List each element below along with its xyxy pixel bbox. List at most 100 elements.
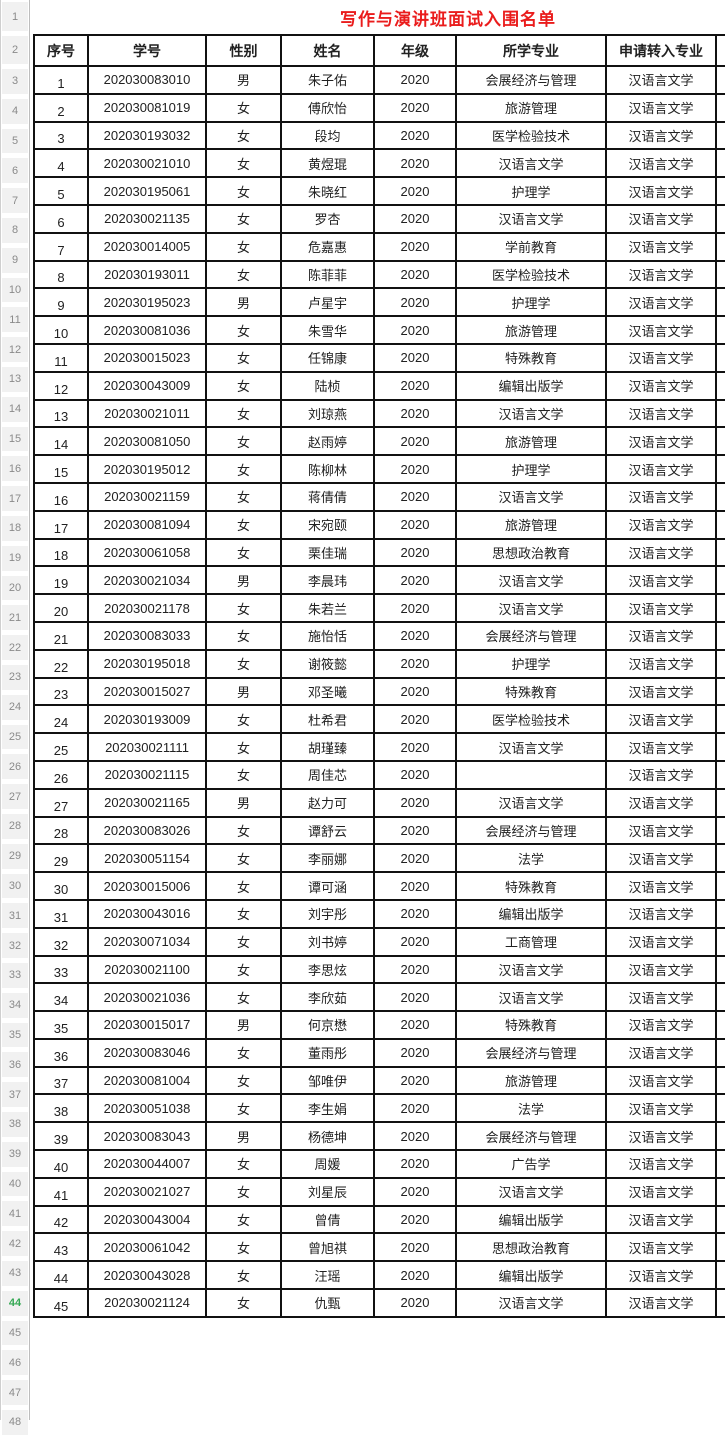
row-number[interactable]: 7	[2, 188, 28, 213]
cell[interactable]: 2020	[373, 982, 457, 1013]
cell[interactable]: 女	[205, 954, 282, 985]
cell[interactable]: 旅游管理	[455, 315, 607, 345]
cell[interactable]: 李丽娜	[280, 843, 375, 874]
cell[interactable]: 202030021011	[87, 398, 207, 429]
cell[interactable]: 汉语言文学	[605, 565, 717, 596]
row-number[interactable]: 47	[2, 1380, 28, 1405]
cell[interactable]: 23	[33, 676, 89, 707]
cell[interactable]: 202030021135	[87, 203, 207, 234]
cell[interactable]: 杨德坤	[280, 1121, 375, 1152]
cell[interactable]: 202030193011	[87, 259, 207, 290]
cell[interactable]: 李欣茹	[280, 982, 375, 1013]
column-header[interactable]	[715, 34, 725, 67]
cell[interactable]: 女	[205, 898, 282, 929]
row-number[interactable]: 21	[2, 605, 28, 631]
row-number[interactable]: 24	[2, 694, 28, 720]
cell[interactable]: 7	[33, 231, 89, 262]
cell[interactable]: 谭舒云	[280, 815, 375, 846]
cell[interactable]: 法学	[455, 1093, 607, 1124]
cell[interactable]	[715, 704, 725, 735]
row-number[interactable]: 8	[2, 218, 28, 243]
cell[interactable]	[715, 398, 725, 429]
cell[interactable]	[715, 676, 725, 707]
cell[interactable]: 汉语言文学	[605, 315, 717, 345]
cell[interactable]: 2020	[373, 509, 457, 540]
cell[interactable]: 汉语言文学	[605, 1176, 717, 1207]
cell[interactable]: 男	[205, 1010, 282, 1040]
cell[interactable]: 2020	[373, 676, 457, 707]
cell[interactable]: 朱雪华	[280, 315, 375, 345]
cell[interactable]	[715, 1037, 725, 1068]
row-number[interactable]: 10	[2, 277, 28, 303]
cell[interactable]	[715, 982, 725, 1013]
cell[interactable]: 女	[205, 1176, 282, 1207]
cell[interactable]: 女	[205, 92, 282, 123]
cell[interactable]: 汉语言文学	[605, 1093, 717, 1124]
cell[interactable]: 汉语言文学	[455, 398, 607, 429]
cell[interactable]	[715, 648, 725, 679]
cell[interactable]	[715, 732, 725, 762]
cell[interactable]: 邹唯伊	[280, 1065, 375, 1096]
row-number[interactable]: 12	[2, 337, 28, 362]
cell[interactable]	[715, 120, 725, 151]
row-number[interactable]: 41	[2, 1201, 28, 1227]
cell[interactable]: 18	[33, 537, 89, 568]
cell[interactable]: 旅游管理	[455, 426, 607, 457]
cell[interactable]: 汉语言文学	[455, 1176, 607, 1207]
cell[interactable]: 2020	[373, 259, 457, 290]
cell[interactable]: 202030071034	[87, 926, 207, 957]
cell[interactable]	[455, 759, 607, 790]
cell[interactable]	[715, 843, 725, 874]
cell[interactable]	[715, 1121, 725, 1152]
cell[interactable]: 2020	[373, 454, 457, 484]
cell[interactable]: 会展经济与管理	[455, 620, 607, 651]
cell[interactable]: 李晨玮	[280, 565, 375, 596]
cell[interactable]: 6	[33, 203, 89, 234]
cell[interactable]: 特殊教育	[455, 871, 607, 901]
cell[interactable]	[715, 65, 725, 95]
cell[interactable]: 汉语言文学	[605, 92, 717, 123]
row-number[interactable]: 35	[2, 1022, 28, 1048]
cell[interactable]: 202030021124	[87, 1288, 207, 1318]
cell[interactable]: 女	[205, 704, 282, 735]
cell[interactable]: 女	[205, 982, 282, 1013]
cell[interactable]: 202030193009	[87, 704, 207, 735]
cell[interactable]: 汉语言文学	[605, 787, 717, 818]
cell[interactable]: 汉语言文学	[605, 509, 717, 540]
cell[interactable]: 2020	[373, 148, 457, 179]
cell[interactable]: 汉语言文学	[455, 593, 607, 623]
cell[interactable]: 护理学	[455, 176, 607, 206]
cell[interactable]: 2020	[373, 1149, 457, 1179]
cell[interactable]: 202030043009	[87, 370, 207, 401]
cell[interactable]: 2020	[373, 287, 457, 318]
cell[interactable]: 旅游管理	[455, 509, 607, 540]
cell[interactable]: 李思炫	[280, 954, 375, 985]
cell[interactable]: 汉语言文学	[605, 1010, 717, 1040]
cell[interactable]: 汉语言文学	[605, 620, 717, 651]
cell[interactable]: 周媛	[280, 1149, 375, 1179]
cell[interactable]: 202030195018	[87, 648, 207, 679]
cell[interactable]: 202030021159	[87, 481, 207, 512]
row-number[interactable]: 14	[2, 396, 28, 422]
cell[interactable]: 202030021115	[87, 759, 207, 790]
row-number[interactable]: 28	[2, 814, 28, 839]
cell[interactable]: 傅欣怡	[280, 92, 375, 123]
cell[interactable]: 汉语言文学	[455, 148, 607, 179]
cell[interactable]: 编辑出版学	[455, 898, 607, 929]
row-number[interactable]: 43	[2, 1261, 28, 1286]
cell[interactable]: 汉语言文学	[605, 704, 717, 735]
cell[interactable]: 汉语言文学	[605, 120, 717, 151]
cell[interactable]	[715, 1260, 725, 1291]
cell[interactable]: 汉语言文学	[605, 1149, 717, 1179]
cell[interactable]: 赵力可	[280, 787, 375, 818]
row-number[interactable]: 26	[2, 754, 28, 780]
row-number[interactable]: 17	[2, 486, 28, 511]
column-header[interactable]: 序号	[33, 34, 89, 67]
cell[interactable]: 38	[33, 1093, 89, 1124]
cell[interactable]: 202030083026	[87, 815, 207, 846]
cell[interactable]	[715, 926, 725, 957]
cell[interactable]	[715, 1288, 725, 1318]
cell[interactable]: 21	[33, 620, 89, 651]
cell[interactable]: 35	[33, 1010, 89, 1040]
cell[interactable]	[715, 537, 725, 568]
